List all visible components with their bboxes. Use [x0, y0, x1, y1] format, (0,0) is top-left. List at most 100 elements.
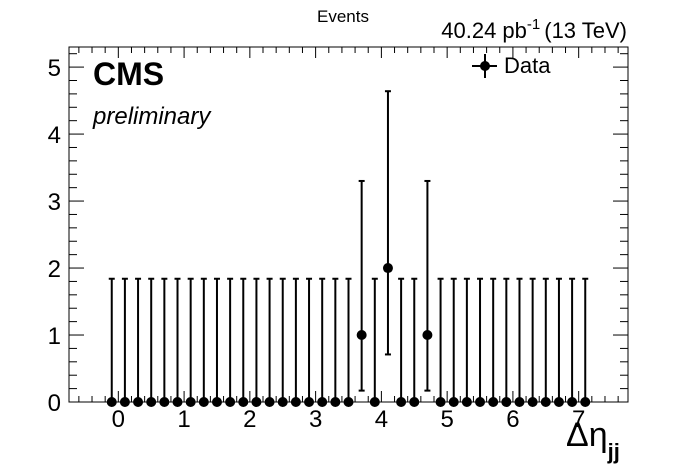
data-point	[264, 277, 275, 407]
data-marker	[461, 397, 472, 407]
x-tick-label: 2	[243, 406, 256, 433]
data-point	[396, 277, 407, 407]
data-point	[514, 277, 525, 407]
data-marker	[369, 397, 380, 407]
data-point	[461, 277, 472, 407]
data-marker	[211, 397, 222, 407]
data-marker	[527, 397, 538, 407]
data-marker	[567, 397, 578, 407]
data-point	[382, 90, 393, 356]
data-point	[448, 277, 459, 407]
cms-label: CMS	[93, 56, 164, 92]
data-point	[356, 179, 367, 392]
lumi-energy: (13 TeV)	[544, 18, 627, 43]
data-point	[527, 277, 538, 407]
data-marker	[251, 397, 262, 407]
x-tick-label: 3	[309, 406, 322, 433]
y-tick-label: 0	[48, 390, 61, 417]
data-point	[304, 277, 315, 407]
data-marker	[185, 397, 196, 407]
data-marker	[343, 397, 354, 407]
data-marker	[133, 397, 144, 407]
data-point	[225, 277, 236, 407]
data-marker	[514, 397, 525, 407]
data-points	[106, 90, 591, 407]
data-marker	[396, 397, 407, 407]
x-tick-label: 7	[572, 406, 585, 433]
x-tick-label: 4	[375, 406, 388, 433]
data-marker	[317, 397, 328, 407]
data-marker	[119, 397, 130, 407]
data-point	[133, 277, 144, 407]
x-tick-label: 0	[112, 406, 125, 433]
data-marker	[435, 397, 446, 407]
data-point	[369, 277, 380, 407]
data-point	[580, 277, 591, 407]
cms-sublabel: preliminary	[92, 103, 212, 130]
data-marker	[475, 397, 486, 407]
data-point	[238, 277, 249, 407]
x-tick-label: 5	[440, 406, 453, 433]
data-point	[290, 277, 301, 407]
y-tick-label: 5	[48, 55, 61, 82]
data-point	[106, 277, 117, 407]
data-marker	[330, 397, 341, 407]
y-tick-label: 3	[48, 189, 61, 216]
data-point	[330, 277, 341, 407]
data-point	[435, 277, 446, 407]
x-axis-title-main: Δη	[566, 416, 608, 454]
data-marker	[290, 397, 301, 407]
data-point	[211, 277, 222, 407]
data-point	[475, 277, 486, 407]
data-point	[422, 179, 433, 392]
data-marker	[488, 397, 499, 407]
lumi-exponent: -1	[527, 16, 540, 33]
y-tick-label: 4	[48, 122, 61, 149]
data-point	[198, 277, 209, 407]
data-point	[277, 277, 288, 407]
y-axis-ticks: 0 1 2 3 4 5	[48, 53, 628, 417]
x-axis-ticks: 0 1 2 3 4 5 6 7	[78, 47, 619, 433]
data-marker	[264, 397, 275, 407]
data-marker	[304, 397, 315, 407]
data-marker	[172, 397, 183, 407]
data-point	[488, 277, 499, 407]
data-marker	[277, 397, 288, 407]
x-tick-label: 6	[506, 406, 519, 433]
data-marker	[356, 330, 367, 341]
data-marker	[238, 397, 249, 407]
x-axis-title-sub: jj	[607, 439, 620, 464]
legend: Data	[472, 53, 551, 78]
legend-entry-data: Data	[504, 53, 551, 78]
data-marker	[159, 397, 170, 407]
data-marker	[501, 397, 512, 407]
data-point	[553, 277, 564, 407]
data-marker	[198, 397, 209, 407]
data-point	[540, 277, 551, 407]
data-point	[185, 277, 196, 407]
data-point	[119, 277, 130, 407]
x-axis-title: Δηjj	[566, 416, 620, 464]
y-tick-label: 2	[48, 256, 61, 283]
data-point	[317, 277, 328, 407]
luminosity-label: 40.24 pb-1 (13 TeV)	[441, 16, 627, 43]
lumi-value: 40.24 pb	[441, 18, 527, 43]
data-marker	[225, 397, 236, 407]
data-marker	[382, 263, 393, 274]
data-marker	[422, 330, 433, 341]
data-marker	[553, 397, 564, 407]
data-marker	[580, 397, 591, 407]
data-marker	[409, 397, 420, 407]
x-tick-label: 1	[177, 406, 190, 433]
data-point	[159, 277, 170, 407]
data-marker	[106, 397, 117, 407]
y-tick-label: 1	[48, 323, 61, 350]
legend-marker-dot	[480, 61, 490, 71]
data-point	[343, 277, 354, 407]
header-events-label: Events	[317, 7, 369, 26]
data-point	[567, 277, 578, 407]
data-marker	[540, 397, 551, 407]
data-point	[501, 277, 512, 407]
